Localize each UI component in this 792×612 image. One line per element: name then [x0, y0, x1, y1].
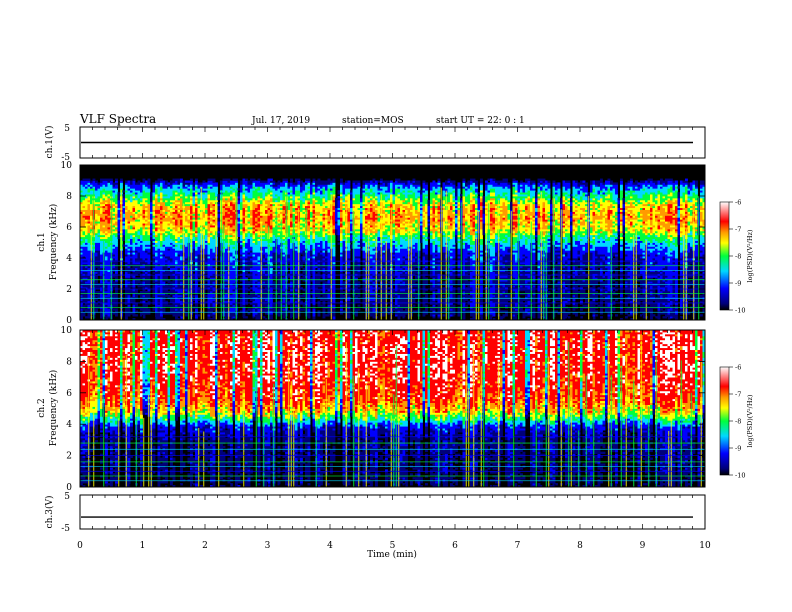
spectrogram-cell [95, 295, 98, 297]
spectrogram-cell [85, 316, 88, 318]
ch1-waveform-panel: 5 -5 ch.1(V) [44, 124, 705, 163]
spectrogram-cell [100, 179, 103, 181]
ch1-waveform-ytick-top: 5 [64, 124, 70, 134]
spectrogram-cell [93, 179, 96, 181]
spectrogram-cell [105, 179, 108, 181]
spectrogram-cell [90, 181, 93, 183]
spectrogram-cell [95, 275, 98, 277]
spectrogram-cell [98, 305, 101, 307]
spectrogram-cell [113, 281, 116, 283]
station-label: station=MOS [342, 116, 404, 126]
spectrogram-cell [110, 179, 113, 181]
spectrogram-cell [85, 308, 88, 310]
spectrogram-cell [103, 179, 106, 181]
ch1-spectrogram-marks [80, 165, 705, 320]
spectrogram-cell [98, 182, 101, 184]
spectrogram-cell [113, 182, 116, 184]
spectrogram-cell [108, 179, 111, 181]
start-time-label: start UT = 22: 0 : 1 [436, 116, 525, 126]
figure-title: VLF Spectra [79, 112, 156, 126]
spectrogram-cell [115, 308, 118, 310]
spectrogram-cell [95, 299, 98, 301]
spectrogram-cell [98, 291, 101, 293]
spectrogram-cell [83, 179, 86, 181]
spectrogram-cell [95, 291, 98, 293]
spectrogram-cell [85, 179, 88, 181]
vlf-figure: VLF Spectra Jul. 17, 2019 station=MOS st… [0, 0, 792, 612]
date-label: Jul. 17, 2019 [251, 116, 310, 126]
spectrogram-cell [113, 308, 116, 310]
ch1-waveform-ylabel: ch.1(V) [44, 126, 55, 159]
spectrogram-cell [95, 181, 98, 183]
spectrogram-cell [83, 305, 86, 307]
spectrogram-cell [88, 179, 91, 181]
